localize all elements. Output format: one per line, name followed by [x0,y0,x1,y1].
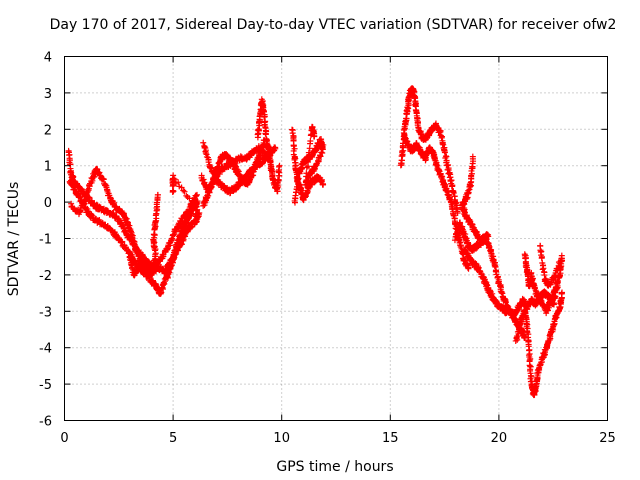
y-tick-label: 3 [44,87,52,102]
y-axis-label: SDTVAR / TECUs [6,182,22,297]
data-point [200,139,207,146]
data-point [151,231,158,238]
data-point [260,108,267,115]
data-point [201,143,208,150]
data-point [194,206,201,213]
data-point [294,183,301,190]
data-point [276,162,283,169]
data-point [170,232,177,239]
data-point [261,113,268,120]
data-point [213,167,220,174]
x-tick-label: 5 [169,431,177,446]
data-point [188,200,195,207]
data-point [290,142,297,149]
y-tick-label: 0 [44,196,52,211]
data-point [183,192,190,199]
data-point [166,269,173,276]
data-point [214,163,221,170]
data-point [179,229,186,236]
data-point [170,188,177,195]
data-point [122,244,129,251]
data-point [150,236,157,243]
plot-frame [64,56,608,421]
x-tick-label: 25 [599,431,616,446]
y-tick-label: -4 [39,342,52,357]
data-point [176,183,183,190]
data-point [184,193,191,200]
data-point [272,144,279,151]
data-point [262,130,269,137]
y-tick-label: 2 [44,123,52,138]
x-axis-label: GPS time / hours [276,459,393,475]
data-point [69,174,76,181]
data-point [291,155,298,162]
data-point [306,171,313,178]
data-point [196,209,203,216]
data-point [498,289,505,296]
data-point [77,206,84,213]
data-point [152,280,159,287]
data-point [303,170,310,177]
data-point [169,235,176,242]
data-point [148,271,155,278]
data-point [295,175,302,182]
y-tick-label: -1 [39,233,52,248]
data-point [154,191,161,198]
y-tick-label: 1 [44,160,52,175]
data-point [267,159,274,166]
data-point [311,133,318,140]
y-tick-label: -5 [39,378,52,393]
data-point [181,188,188,195]
y-tick-label: -3 [39,305,52,320]
data-point [164,246,171,253]
data-point [193,191,200,198]
y-tick-label: 4 [44,51,52,66]
x-tick-label: 15 [382,431,399,446]
x-tick-label: 0 [60,431,68,446]
y-tick-label: -6 [39,415,52,430]
data-point [307,137,314,144]
data-point [193,192,200,199]
chart-title: Day 170 of 2017, Sidereal Day-to-day VTE… [50,17,617,33]
data-point [265,151,272,158]
x-tick-label: 20 [491,431,508,446]
data-points [65,85,566,399]
data-point [302,181,309,188]
y-tick-labels: -6 -5 -4 -3 -2 -1 0 1 2 3 4 [39,51,52,430]
data-point [175,241,182,248]
x-tick-labels: 0 5 10 15 20 25 [60,431,615,446]
data-point [305,149,312,156]
data-point [211,175,218,182]
data-point [305,159,312,166]
grid-lines [64,56,608,421]
x-tick-label: 10 [273,431,290,446]
data-point [202,150,209,157]
y-tick-label: -2 [39,269,52,284]
data-point [79,202,86,209]
data-point [537,242,544,249]
axis-ticks [64,56,608,421]
data-point [318,149,325,156]
data-point [319,180,326,187]
data-point [303,164,310,171]
data-point [538,248,545,255]
data-point [558,290,565,297]
data-point [153,201,160,208]
data-point [401,126,408,133]
